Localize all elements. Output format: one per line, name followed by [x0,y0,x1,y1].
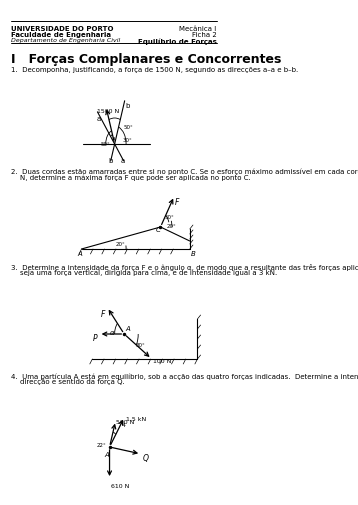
Text: 50°: 50° [124,125,133,130]
Text: P: P [92,333,97,342]
Text: α: α [110,329,114,335]
Text: 500 N: 500 N [116,419,135,424]
Text: 20°: 20° [115,241,125,246]
Text: 4.  Uma partícula A está em equilíbrio, sob a acção das quatro forças indicadas.: 4. Uma partícula A está em equilíbrio, s… [11,372,358,379]
Text: A: A [125,325,130,331]
Text: A: A [78,250,82,257]
Text: 20°: 20° [167,224,176,229]
Text: Mecânica I: Mecânica I [179,26,217,32]
Text: F: F [101,310,105,319]
Text: a: a [111,136,115,141]
Text: Faculdade de Engenharia: Faculdade de Engenharia [11,32,111,38]
Text: 30°: 30° [122,138,132,143]
Text: b: b [108,158,112,164]
Text: 1.  Decomponha, justificando, a força de 1500 N, segundo as direcções a–a e b–b.: 1. Decomponha, justificando, a força de … [11,67,299,73]
Text: 50°: 50° [165,215,175,220]
Text: 1,5 kN: 1,5 kN [126,416,146,421]
Text: Q: Q [142,453,148,462]
Text: Departamento de Engenharia Civil: Departamento de Engenharia Civil [11,38,121,43]
Text: 2.  Duas cordas estão amarradas entre si no ponto C. Se o esforço máximo admissí: 2. Duas cordas estão amarradas entre si … [11,168,358,174]
Text: 30°: 30° [136,342,145,347]
Text: a: a [120,158,125,164]
Text: Ficha 2: Ficha 2 [192,32,217,38]
Text: seja uma força vertical, dirigida para cima, e de intensidade igual a 3 kN.: seja uma força vertical, dirigida para c… [11,270,278,275]
Text: 50°: 50° [101,142,110,147]
Text: a: a [97,116,101,122]
Text: 1500 N: 1500 N [97,109,119,114]
Text: F: F [175,197,179,207]
Text: N, determine a máxima força F que pode ser aplicada no ponto C.: N, determine a máxima força F que pode s… [11,174,251,180]
Text: A: A [105,451,109,457]
Text: 100 N: 100 N [153,358,171,363]
Text: b: b [125,103,130,109]
Text: 3.  Determine a intensidade da força F e o ângulo α, de modo que a resultante da: 3. Determine a intensidade da força F e … [11,264,358,271]
Text: 22°: 22° [97,442,107,447]
Text: I   Forças Complanares e Concorrentes: I Forças Complanares e Concorrentes [11,53,282,66]
Text: 4: 4 [121,422,125,427]
Text: UNIVERSIDADE DO PORTO: UNIVERSIDADE DO PORTO [11,26,114,32]
Text: direcção e sentido da força Q.: direcção e sentido da força Q. [11,378,125,384]
Text: Equilíbrio de Forças: Equilíbrio de Forças [138,38,217,44]
Text: C: C [155,227,160,232]
Text: 610 N: 610 N [111,483,129,488]
Text: B: B [191,250,196,257]
